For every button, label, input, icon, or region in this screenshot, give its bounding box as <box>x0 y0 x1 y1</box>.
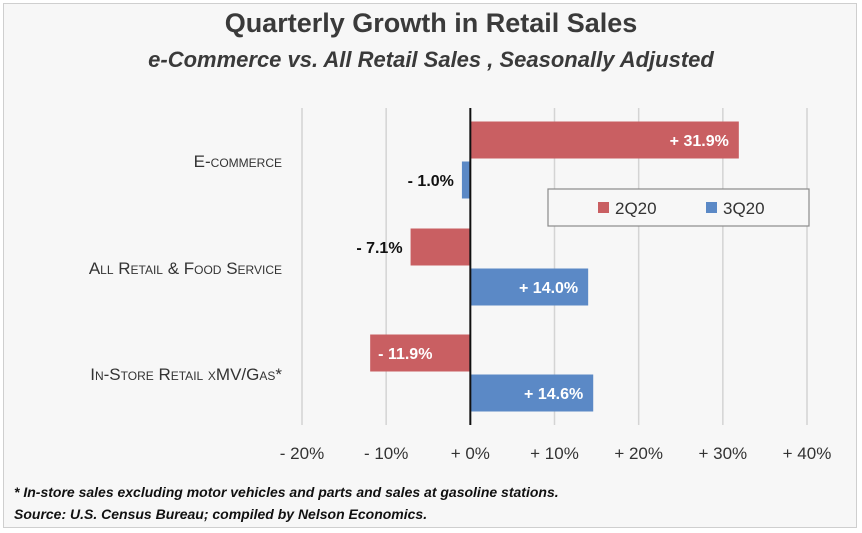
bar-2q20-2 <box>370 334 471 372</box>
chart-subtitle: e-Commerce vs. All Retail Sales , Season… <box>148 47 714 72</box>
x-tick-label: + 10% <box>530 444 579 463</box>
data-label: - 11.9% <box>378 346 432 363</box>
data-label: + 14.6% <box>524 386 583 403</box>
legend-swatch-3q20 <box>706 202 717 213</box>
footnote-asterisk: * In-store sales excluding motor vehicle… <box>14 484 559 500</box>
legend-swatch-2q20 <box>598 202 609 213</box>
category-label: All Retail & Food Service <box>89 259 282 278</box>
x-tick-label: + 40% <box>783 444 832 463</box>
x-tick-label: + 30% <box>698 444 747 463</box>
category-label: In-Store Retail xMV/Gas* <box>90 365 282 384</box>
bar-2q20-0 <box>470 121 739 159</box>
bar-2q20-1 <box>410 228 471 266</box>
chart-title: Quarterly Growth in Retail Sales <box>224 8 638 38</box>
legend-box <box>547 188 810 227</box>
footnote-source: Source: U.S. Census Bureau; compiled by … <box>14 506 428 522</box>
data-label: - 1.0% <box>408 173 454 190</box>
bar-3q20-2 <box>470 374 594 412</box>
legend-label: 2Q20 <box>615 199 657 218</box>
bar-3q20-1 <box>470 268 589 306</box>
legend-label: 3Q20 <box>723 199 765 218</box>
data-label: + 14.0% <box>519 280 578 297</box>
data-label: + 31.9% <box>670 133 729 150</box>
category-label: E-commerce <box>194 152 282 171</box>
data-label: - 7.1% <box>356 240 402 257</box>
x-tick-label: + 20% <box>614 444 663 463</box>
x-tick-label: - 10% <box>364 444 408 463</box>
x-tick-label: - 20% <box>280 444 324 463</box>
x-tick-label: + 0% <box>451 444 490 463</box>
bar-3q20-0 <box>461 161 471 199</box>
